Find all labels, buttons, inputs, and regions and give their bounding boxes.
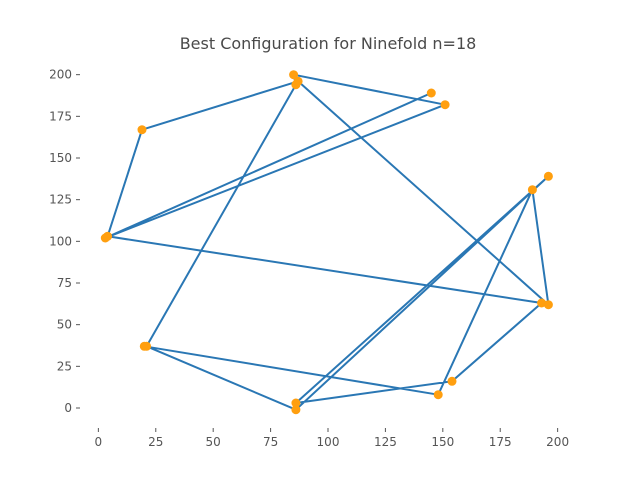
x-tick-label: 200 xyxy=(546,435,569,449)
data-point xyxy=(447,376,457,386)
x-tick-label: 50 xyxy=(206,435,221,449)
y-tick-label: 100 xyxy=(49,234,72,248)
y-tick-label: 150 xyxy=(49,151,72,165)
chart-title: Best Configuration for Ninefold n=18 xyxy=(180,34,477,53)
data-point xyxy=(537,298,547,308)
data-point xyxy=(139,341,149,351)
y-tick-label: 175 xyxy=(49,109,72,123)
route-line xyxy=(104,73,550,411)
x-tick-label: 0 xyxy=(95,435,103,449)
data-point xyxy=(293,76,303,86)
data-point xyxy=(543,171,553,181)
x-tick-label: 175 xyxy=(489,435,512,449)
y-tick-label: 0 xyxy=(64,401,72,415)
x-tick-label: 150 xyxy=(431,435,454,449)
y-tick-label: 75 xyxy=(57,276,72,290)
data-point xyxy=(291,398,301,408)
y-tick-label: 125 xyxy=(49,193,72,207)
x-tick-label: 100 xyxy=(317,435,340,449)
data-point xyxy=(137,125,147,135)
data-point xyxy=(440,100,450,110)
data-point xyxy=(433,390,443,400)
y-tick-label: 50 xyxy=(57,318,72,332)
y-tick-label: 200 xyxy=(49,68,72,82)
y-tick-label: 25 xyxy=(57,359,72,373)
data-point xyxy=(289,70,299,80)
x-axis: 0 25 50 75 100 125 150 175 200 xyxy=(95,428,569,449)
data-point xyxy=(426,88,436,98)
y-axis: 0 25 50 75 100 125 150 175 200 xyxy=(49,68,80,415)
x-tick-label: 25 xyxy=(148,435,163,449)
data-point xyxy=(527,185,537,195)
data-point xyxy=(291,405,301,415)
plot-area xyxy=(100,70,553,415)
data-point xyxy=(103,231,113,241)
x-tick-label: 75 xyxy=(263,435,278,449)
x-tick-label: 125 xyxy=(374,435,397,449)
data-point xyxy=(543,300,553,310)
